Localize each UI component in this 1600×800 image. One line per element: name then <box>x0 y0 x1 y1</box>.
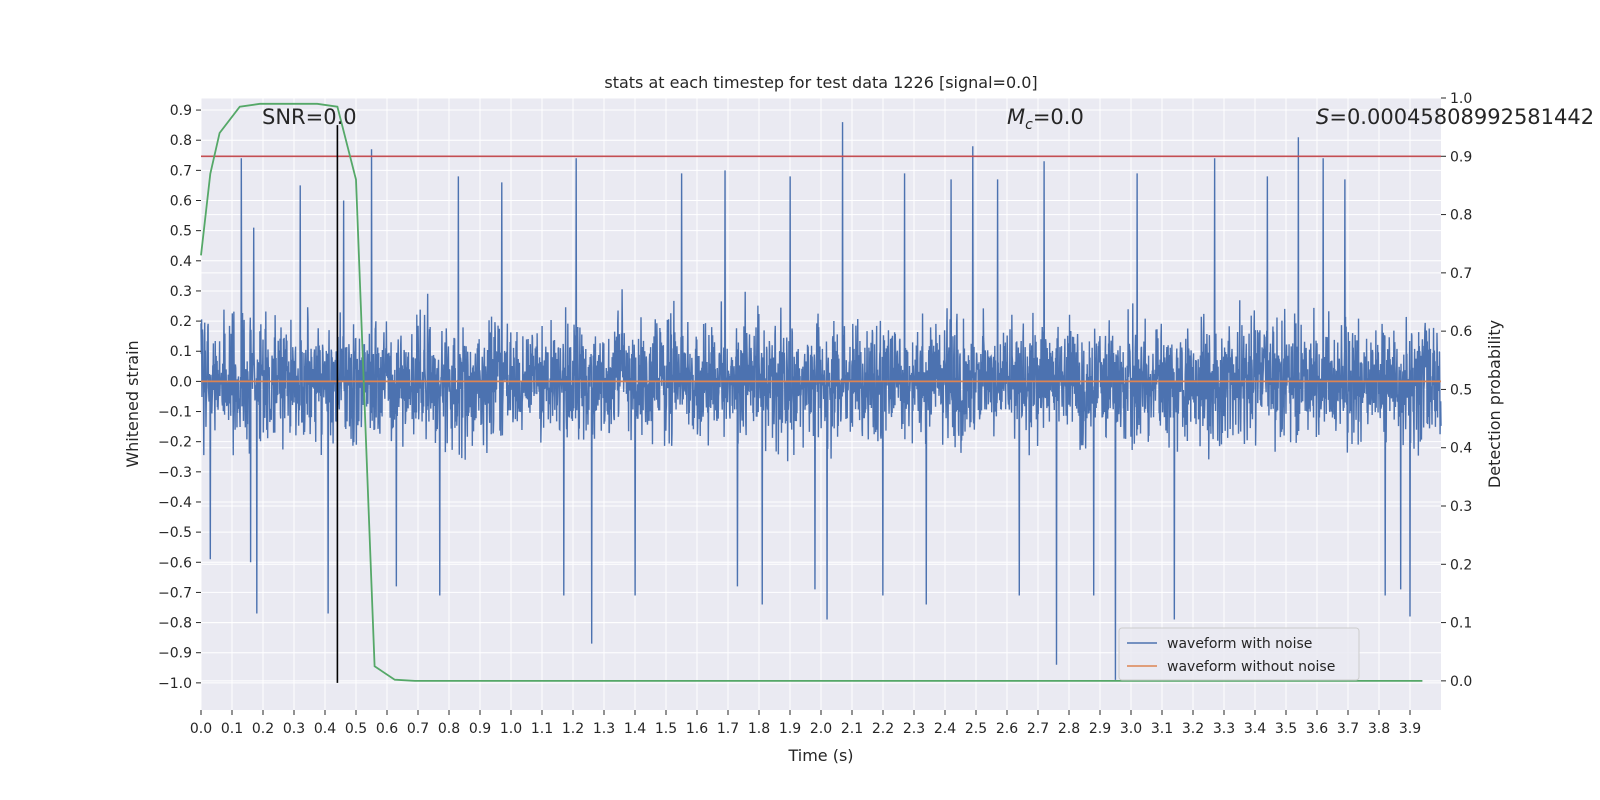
x-tick-label: 0.9 <box>469 721 491 737</box>
left-y-tick-label: 0.9 <box>170 103 192 119</box>
annotation-mc-subscript: c <box>1025 117 1033 133</box>
right-y-tick-label: 0.1 <box>1450 616 1472 632</box>
annotation-mc-value: =0.0 <box>1033 105 1084 129</box>
series-lines <box>200 102 1441 683</box>
left-y-tick-label: 0.3 <box>170 284 192 300</box>
right-y-tick-label: 0.8 <box>1450 208 1472 224</box>
x-tick-label: 2.4 <box>934 721 956 737</box>
right-y-tick-label: 0.6 <box>1450 324 1472 340</box>
left-y-tick-label: 0.2 <box>170 314 192 330</box>
chart-title: stats at each timestep for test data 122… <box>604 73 1037 92</box>
left-y-axis: 0.9 0.8 0.7 0.6 0.5 0.4 0.3 0.2 0.1 0.0 −0.1 −0.2 −0… <box>158 103 201 692</box>
x-tick-label: 1.2 <box>562 721 584 737</box>
x-tick-label: 0.6 <box>376 721 398 737</box>
left-y-tick-label: −1.0 <box>158 676 192 692</box>
left-y-tick-label: 0.0 <box>170 374 192 390</box>
legend: waveform with noise waveform without noi… <box>1118 627 1360 681</box>
left-y-tick-label: 0.4 <box>170 254 192 270</box>
x-tick-label: 0.5 <box>345 721 367 737</box>
x-tick-label: 3.7 <box>1337 721 1359 737</box>
annotation-s: S=0.00045808992581442 <box>1316 105 1594 129</box>
x-tick-label: 3.2 <box>1182 721 1204 737</box>
left-y-tick-label: 0.5 <box>170 224 192 240</box>
left-y-axis-label: Whitened strain <box>123 340 142 467</box>
series-waveform-with-noise <box>200 122 1442 680</box>
right-y-axis-label: Detection probability <box>1485 320 1504 488</box>
x-tick-label: 0.3 <box>283 721 305 737</box>
left-y-tick-label: 0.8 <box>170 133 192 149</box>
x-tick-label: 2.7 <box>1027 721 1049 737</box>
x-tick-label: 2.9 <box>1089 721 1111 737</box>
left-y-tick-label: −0.9 <box>158 646 192 662</box>
waveform-with-noise-line <box>200 122 1442 680</box>
x-tick-label: 3.6 <box>1306 721 1328 737</box>
x-tick-label: 3.3 <box>1213 721 1235 737</box>
x-tick-label: 2.1 <box>841 721 863 737</box>
x-tick-label: 3.0 <box>1120 721 1142 737</box>
right-y-tick-label: 0.7 <box>1450 266 1472 282</box>
right-y-tick-label: 0.5 <box>1450 382 1472 398</box>
left-y-tick-label: 0.1 <box>170 344 192 360</box>
left-y-tick-label: −0.1 <box>158 405 192 421</box>
detection-probability-line <box>200 102 1423 682</box>
left-y-tick-label: 0.6 <box>170 194 192 210</box>
x-tick-label: 2.0 <box>810 721 832 737</box>
x-tick-label: 1.3 <box>593 721 615 737</box>
x-tick-label: 1.5 <box>655 721 677 737</box>
left-y-tick-label: −0.4 <box>158 495 192 511</box>
x-tick-label: 3.1 <box>1151 721 1173 737</box>
x-tick-label: 1.6 <box>686 721 708 737</box>
right-y-tick-label: 0.9 <box>1450 149 1472 165</box>
x-tick-label: 2.3 <box>903 721 925 737</box>
x-tick-label: 3.5 <box>1275 721 1297 737</box>
x-tick-label: 3.4 <box>1244 721 1266 737</box>
x-tick-label: 1.0 <box>500 721 522 737</box>
left-y-tick-label: −0.7 <box>158 585 192 601</box>
x-axis-label: Time (s) <box>787 746 853 765</box>
x-tick-label: 0.2 <box>252 721 274 737</box>
x-tick-label: 2.2 <box>872 721 894 737</box>
left-y-tick-label: −0.3 <box>158 465 192 481</box>
x-tick-label: 2.5 <box>965 721 987 737</box>
right-y-axis: 1.0 0.9 0.8 0.7 0.6 0.5 0.4 0.3 0.2 0.1 0.0 <box>1441 91 1472 690</box>
x-tick-label: 0.7 <box>407 721 429 737</box>
left-y-tick-label: −0.5 <box>158 525 192 541</box>
annotation-s-value: =0.00045808992581442 <box>1329 105 1594 129</box>
left-y-tick-label: −0.6 <box>158 555 192 571</box>
x-tick-label: 1.1 <box>531 721 553 737</box>
right-y-tick-label: 0.2 <box>1450 557 1472 573</box>
x-tick-label: 1.8 <box>748 721 770 737</box>
x-tick-label: 0.1 <box>221 721 243 737</box>
x-tick-label: 1.7 <box>717 721 739 737</box>
left-y-tick-label: −0.2 <box>158 435 192 451</box>
left-y-tick-label: 0.7 <box>170 163 192 179</box>
x-axis: 0.0 0.1 0.2 0.3 0.4 0.5 0.6 0.7 0.8 0.9 1.0 1.1 1.2 1… <box>190 710 1421 737</box>
annotation-mc: Mc=0.0 <box>1007 105 1084 133</box>
right-y-tick-label: 0.4 <box>1450 441 1472 457</box>
right-y-tick-label: 1.0 <box>1450 91 1472 107</box>
annotation-s-symbol: S <box>1316 105 1329 129</box>
x-tick-label: 2.6 <box>996 721 1018 737</box>
x-tick-label: 1.9 <box>779 721 801 737</box>
legend-box <box>1118 627 1360 681</box>
right-y-tick-label: 0.0 <box>1450 674 1472 690</box>
left-y-tick-label: −0.8 <box>158 616 192 632</box>
x-tick-label: 0.4 <box>314 721 336 737</box>
x-tick-label: 1.4 <box>624 721 646 737</box>
x-tick-label: 3.9 <box>1399 721 1421 737</box>
annotation-snr: SNR=0.0 <box>262 105 357 129</box>
x-tick-label: 0.8 <box>438 721 460 737</box>
annotation-mc-symbol: M <box>1007 105 1025 129</box>
legend-label-waveform-with-noise: waveform with noise <box>1167 636 1312 652</box>
legend-label-waveform-without-noise: waveform without noise <box>1167 659 1335 675</box>
right-y-tick-label: 0.3 <box>1450 499 1472 515</box>
x-tick-label: 3.8 <box>1368 721 1390 737</box>
x-tick-label: 2.8 <box>1058 721 1080 737</box>
x-tick-label: 0.0 <box>190 721 212 737</box>
